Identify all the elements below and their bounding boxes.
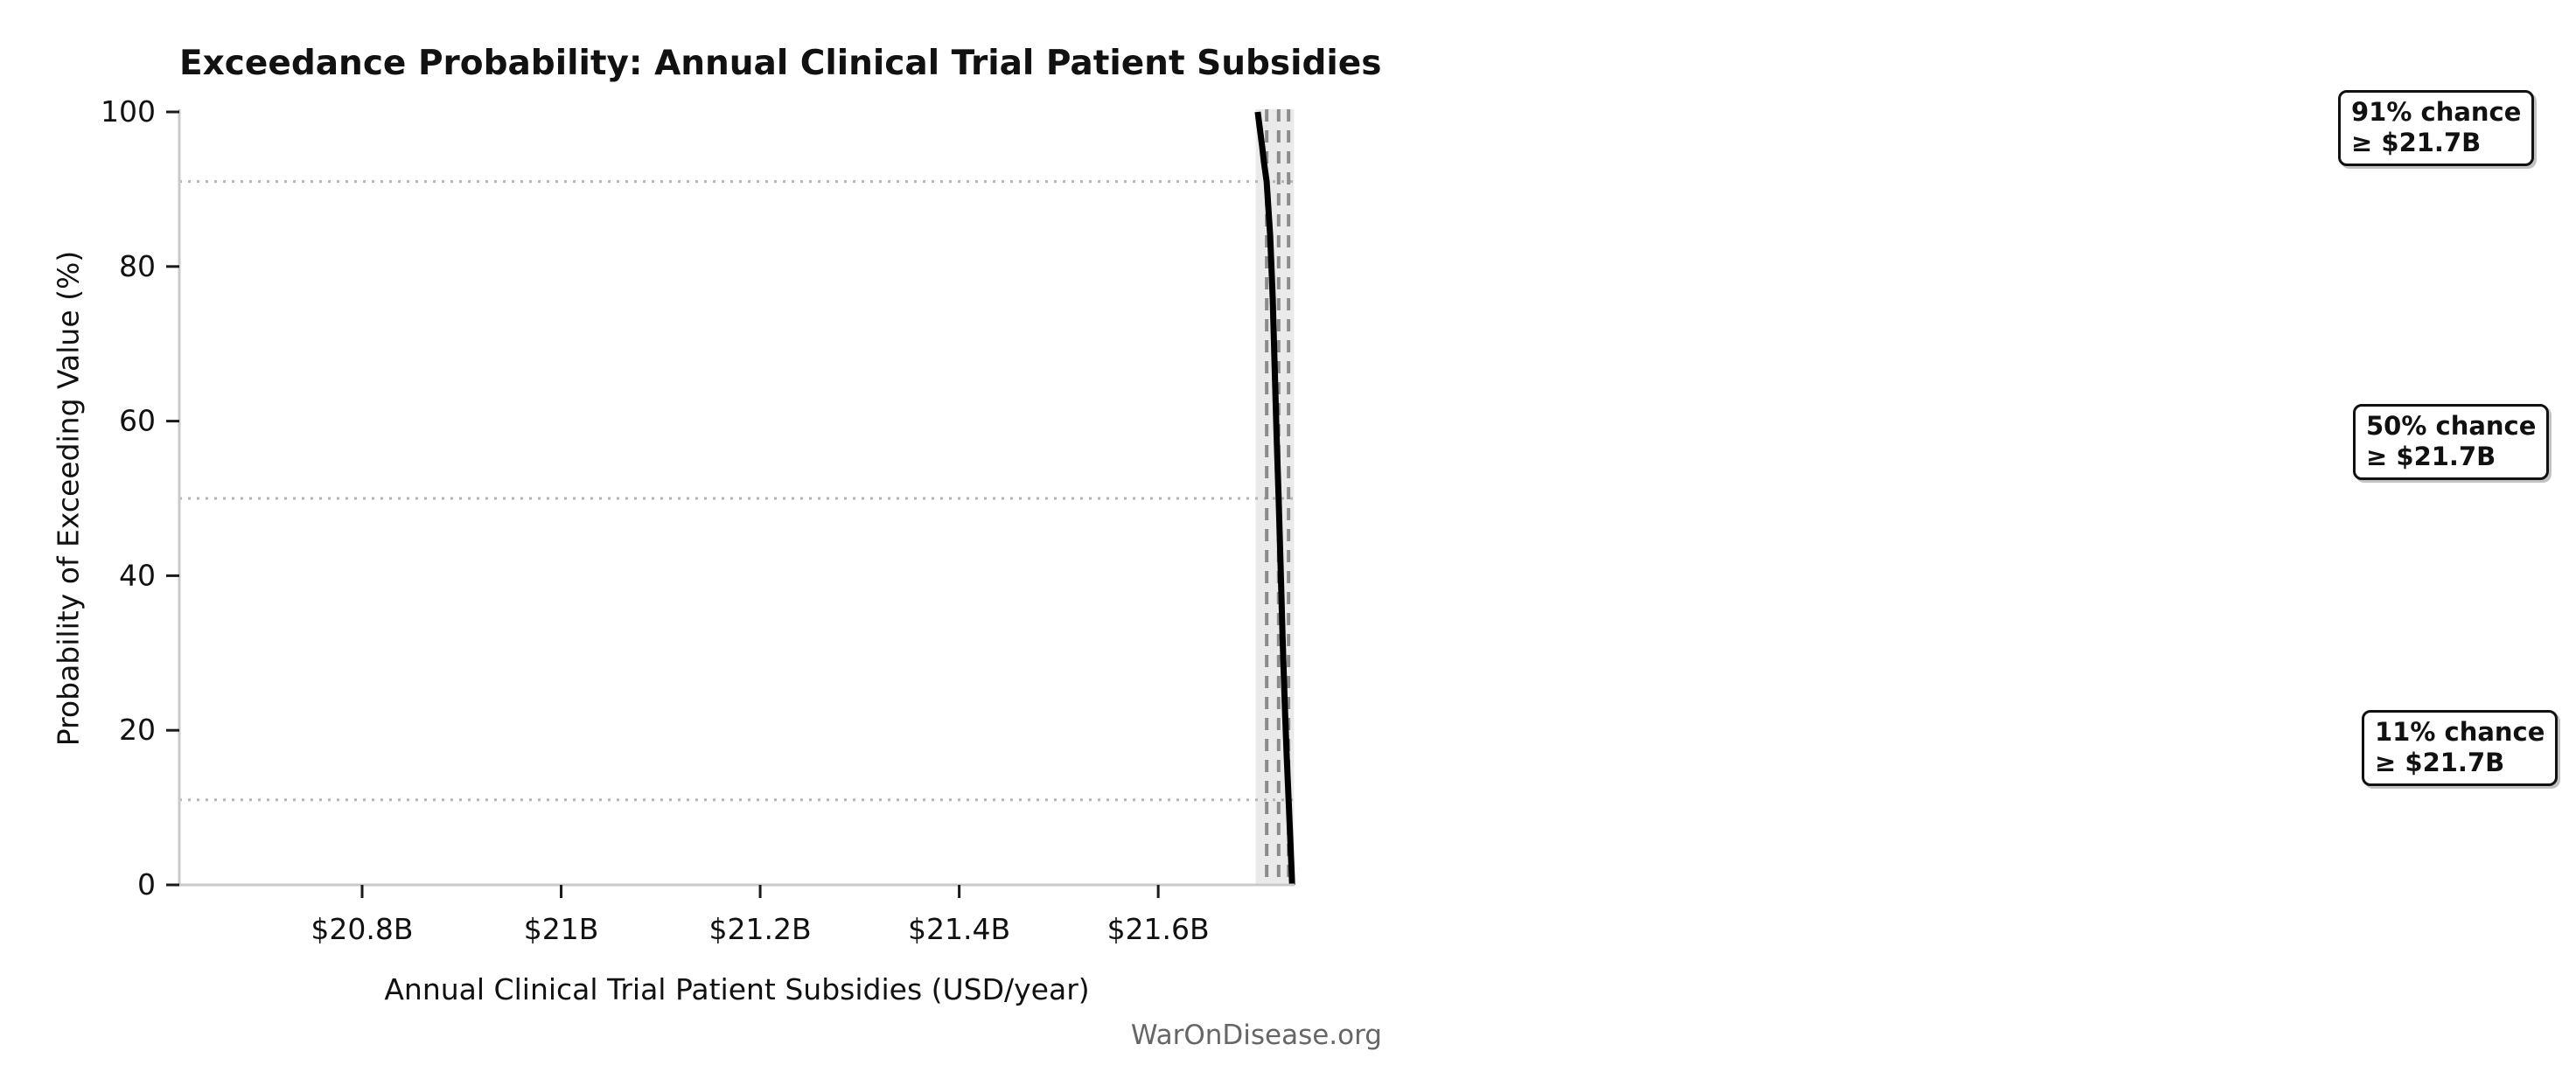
- x-tick-label: $20.8B: [311, 912, 413, 946]
- x-tick-label: $21.6B: [1107, 912, 1210, 946]
- annotation-11pct-chance-text: 11% chance: [2375, 717, 2545, 747]
- annotation-91pct-box: 91% chance ≥ $21.7B: [2338, 90, 2535, 166]
- x-tick-label: $21B: [524, 912, 599, 946]
- y-tick-label: 0: [137, 867, 156, 901]
- watermark-source-text: WarOnDisease.org: [1130, 1020, 1382, 1051]
- x-axis-label: Annual Clinical Trial Patient Subsidies …: [384, 972, 1090, 1006]
- annotation-50pct-box: 50% chance ≥ $21.7B: [2353, 404, 2550, 480]
- y-tick-label: 80: [119, 249, 156, 283]
- y-tick-label: 20: [119, 713, 156, 747]
- annotation-50pct-value-text: ≥ $21.7B: [2366, 442, 2496, 472]
- annotation-50pct-chance-text: 50% chance: [2366, 411, 2537, 441]
- y-tick-label: 40: [119, 558, 156, 592]
- annotation-11pct-box: 11% chance ≥ $21.7B: [2362, 710, 2559, 786]
- y-tick-label: 100: [101, 94, 156, 129]
- exceedance-probability-curve: [1254, 111, 1295, 886]
- x-tick-label: $21.4B: [908, 912, 1010, 946]
- x-tick-label: $21.2B: [709, 912, 812, 946]
- chart-title: Exceedance Probability: Annual Clinical …: [179, 44, 1382, 83]
- annotation-91pct-value-text: ≥ $21.7B: [2351, 128, 2482, 158]
- annotation-11pct-value-text: ≥ $21.7B: [2375, 748, 2505, 778]
- annotation-91pct-chance-text: 91% chance: [2351, 97, 2522, 127]
- y-axis-label: Probability of Exceeding Value (%): [51, 250, 86, 747]
- y-tick-label: 60: [119, 404, 156, 438]
